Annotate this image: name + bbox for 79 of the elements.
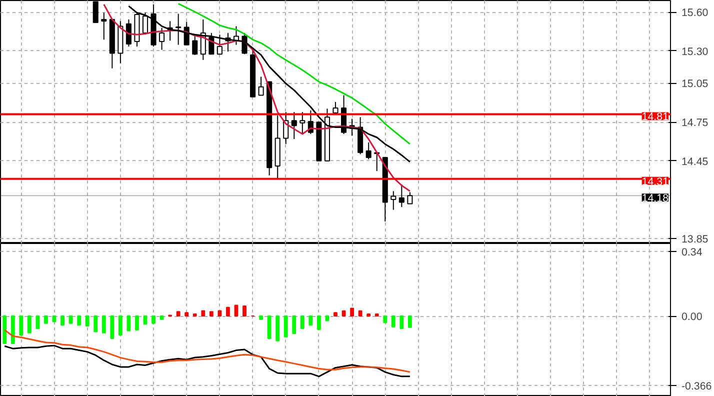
bar bbox=[60, 316, 64, 326]
candlestick bbox=[126, 19, 132, 48]
bar bbox=[259, 316, 264, 320]
bar bbox=[52, 316, 56, 322]
bar bbox=[292, 316, 296, 334]
bar bbox=[201, 310, 206, 317]
candlestick bbox=[216, 34, 222, 55]
candlestick bbox=[101, 12, 107, 40]
bar bbox=[284, 316, 288, 338]
candlestick bbox=[159, 27, 165, 50]
bar bbox=[36, 316, 40, 330]
line-series bbox=[178, 2, 411, 145]
bar bbox=[374, 313, 379, 317]
y-tick-label: 14.75 bbox=[682, 117, 708, 129]
bar bbox=[366, 313, 371, 317]
bar bbox=[2, 316, 7, 344]
y-tick-label: 15.05 bbox=[682, 78, 708, 90]
bar bbox=[110, 316, 114, 340]
bar bbox=[10, 316, 15, 344]
candlestick bbox=[390, 190, 396, 210]
ref-line-label: 14.31 bbox=[642, 176, 669, 188]
bar bbox=[226, 306, 230, 317]
bar bbox=[408, 316, 412, 328]
bar bbox=[242, 305, 246, 317]
y-tick-label: 14.45 bbox=[682, 156, 708, 168]
candlestick bbox=[242, 32, 248, 55]
bar bbox=[400, 316, 404, 330]
bar bbox=[308, 316, 313, 326]
ref-line-label: 14.81 bbox=[642, 111, 669, 124]
candlestick bbox=[291, 112, 297, 140]
bar bbox=[143, 316, 148, 325]
bar bbox=[85, 316, 90, 327]
y-tick-label: 0.34 bbox=[682, 246, 702, 259]
bar bbox=[300, 316, 304, 330]
bar bbox=[192, 313, 197, 317]
bar bbox=[19, 316, 24, 336]
candlestick bbox=[283, 112, 289, 145]
bar bbox=[152, 316, 156, 324]
line-series bbox=[4, 344, 411, 378]
candlestick bbox=[258, 76, 264, 96]
y-tick-label: 15.30 bbox=[682, 46, 708, 58]
candlestick bbox=[176, 13, 182, 46]
candlestick bbox=[192, 36, 198, 56]
line-series bbox=[4, 329, 411, 373]
bar bbox=[160, 316, 164, 320]
bar bbox=[267, 316, 272, 340]
bar bbox=[126, 316, 131, 332]
bar bbox=[176, 311, 180, 317]
candlestick bbox=[398, 184, 404, 208]
bar bbox=[77, 316, 82, 326]
bar bbox=[334, 312, 338, 317]
candlestick bbox=[300, 112, 306, 135]
bar bbox=[68, 316, 73, 324]
bar bbox=[342, 310, 346, 317]
bar bbox=[350, 308, 354, 317]
bar bbox=[383, 316, 388, 324]
bar bbox=[28, 316, 32, 334]
bar bbox=[325, 316, 330, 322]
bar bbox=[234, 304, 238, 317]
candlestick bbox=[407, 192, 413, 204]
bar bbox=[358, 310, 362, 317]
y-tick-label: 0.00 bbox=[682, 311, 702, 324]
bar bbox=[276, 316, 280, 342]
bar bbox=[118, 316, 122, 336]
candlestick bbox=[366, 142, 372, 160]
bar bbox=[94, 316, 98, 332]
bar bbox=[135, 316, 139, 331]
y-tick-label: -0.366 bbox=[682, 380, 712, 392]
line-series bbox=[128, 5, 411, 163]
line-series bbox=[103, 4, 411, 192]
bar bbox=[44, 316, 48, 324]
y-tick-label: 13.85 bbox=[682, 233, 708, 246]
y-tick-label: 15.60 bbox=[682, 7, 708, 20]
bar bbox=[102, 316, 106, 334]
bar bbox=[209, 311, 214, 317]
bar bbox=[317, 316, 321, 330]
bar bbox=[184, 312, 189, 317]
bar bbox=[391, 316, 396, 328]
bar bbox=[218, 310, 222, 317]
